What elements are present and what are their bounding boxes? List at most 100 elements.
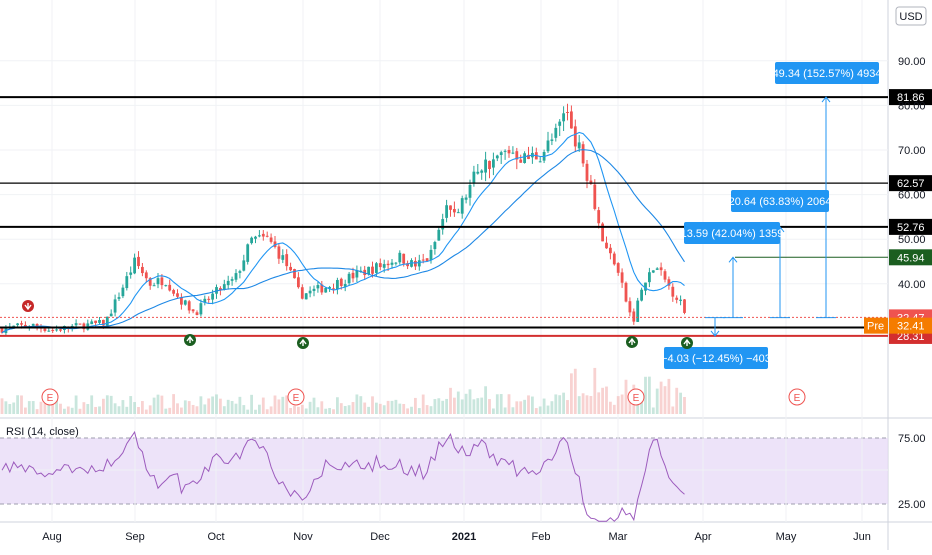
volume-bar-4 [16,395,19,414]
candle-body-11 [43,328,47,331]
candle-body-19 [74,323,78,326]
candle-body-163 [636,300,640,322]
candle-body-170 [663,271,667,280]
volume-bar-72 [281,396,285,414]
candle-body-114 [445,205,448,218]
candle-body-34 [133,257,136,274]
volume-bar-156 [609,401,612,414]
volume-bar-152 [593,367,597,414]
candle-body-108 [421,259,425,261]
candle-body-132 [515,151,519,160]
earnings-marker-mar-circle [627,388,645,406]
volume-bar-54 [211,396,214,414]
volume-bar-125 [488,399,491,414]
candle-body-106 [414,260,417,267]
candle-body-135 [527,154,530,159]
candle-body-79 [308,290,312,294]
candle-body-174 [679,299,682,301]
candle-body-47 [183,300,187,305]
candle-body-76 [297,277,300,288]
candle-body-70 [273,241,277,247]
candle-body-111 [433,242,437,250]
candle-body-154 [601,223,604,242]
price-tick-2: 70.00 [898,145,926,157]
volume-bar-118 [460,399,464,414]
tag-pre-32-41-prefix: Pre [867,321,884,333]
rsi-line [1,430,685,522]
volume-bar-10 [39,401,43,414]
time-axis[interactable]: Aug Sep Oct Nov Dec 2021 Feb Mar Apr May Jun [42,531,871,543]
measurements[interactable]: 49.34 (152.57%) 4934 20.64 (63.83%) 2064 1… [661,62,881,369]
candle-body-159 [620,272,624,283]
price-tick-5: 40.00 [898,279,926,291]
earnings-marker-aug-label: E [47,393,54,404]
measure-42-04-arrow [728,256,738,263]
volume-bar-22 [86,404,90,414]
volume-bar-21 [82,402,86,414]
volume-bar-49 [191,404,195,414]
candle-body-50 [195,312,199,315]
candle-body-113 [441,219,445,230]
candle-body-171 [667,279,671,286]
volume-bar-41 [160,395,164,414]
currency-badge[interactable]: USD [895,6,927,26]
time-label-3: Nov [293,531,313,543]
volume-bar-46 [180,407,183,414]
volume-bar-20 [78,408,82,414]
candle-body-112 [437,229,441,241]
volume-bar-8 [31,401,35,414]
volume-bar-168 [655,388,659,414]
volume-bar-142 [554,394,558,414]
volume-bar-76 [297,406,300,414]
candle-body-64 [250,237,253,244]
candle-body-85 [332,288,335,290]
volume-bar-102 [398,403,402,414]
volume-bar-29 [113,403,117,414]
candle-body-118 [460,198,464,214]
volume-bar-136 [531,396,534,414]
candle-body-12 [47,330,51,332]
rsi-tick-75: 75.00 [898,433,926,445]
earnings-marker-aug-circle [41,388,59,406]
volume-bar-133 [519,401,523,414]
candle-body-123 [480,170,484,173]
volume-bar-58 [226,399,230,414]
volume-bar-148 [577,396,581,414]
volume-bar-69 [269,406,273,414]
volume-bar-165 [644,376,647,414]
candle-body-169 [659,267,663,271]
candle-body-68 [265,235,269,237]
candle-body-157 [612,253,616,265]
candle-body-130 [507,150,511,154]
price-tick-0: 90.00 [898,56,926,68]
currency-label: USD [899,11,922,23]
candle-body-13 [51,329,55,331]
volume-bar-140 [546,405,550,414]
volume-bar-167 [651,407,655,414]
volume-bar-1 [4,401,8,414]
candle-body-51 [199,303,203,315]
up-arrow-glyph-1 [299,338,307,346]
candle-body-117 [456,212,460,214]
candle-body-140 [546,140,550,152]
measure-63-83-label: 20.64 (63.83%) 2064 [729,196,832,208]
volume-bar-98 [382,405,386,414]
candle-body-96 [375,263,378,273]
time-label-0: Aug [42,531,62,543]
ma-slow-line [1,149,685,334]
candle-body-59 [230,279,234,281]
volume-bar-104 [406,408,409,414]
price-axis[interactable]: 81.8662.5752.7630.2128.3145.9432.47Pre32… [864,56,932,344]
volume-bar-40 [156,394,160,414]
candle-body-26 [102,319,105,326]
volume-bar-99 [386,400,390,414]
volume-bar-109 [425,405,429,414]
candle-body-78 [304,293,308,300]
volume-bar-45 [176,403,179,414]
candle-body-142 [554,127,558,138]
price-tick-1: 80.00 [898,100,926,112]
volume-bar-166 [648,376,651,414]
candle-body-143 [558,121,562,126]
candle-body-164 [640,289,643,301]
